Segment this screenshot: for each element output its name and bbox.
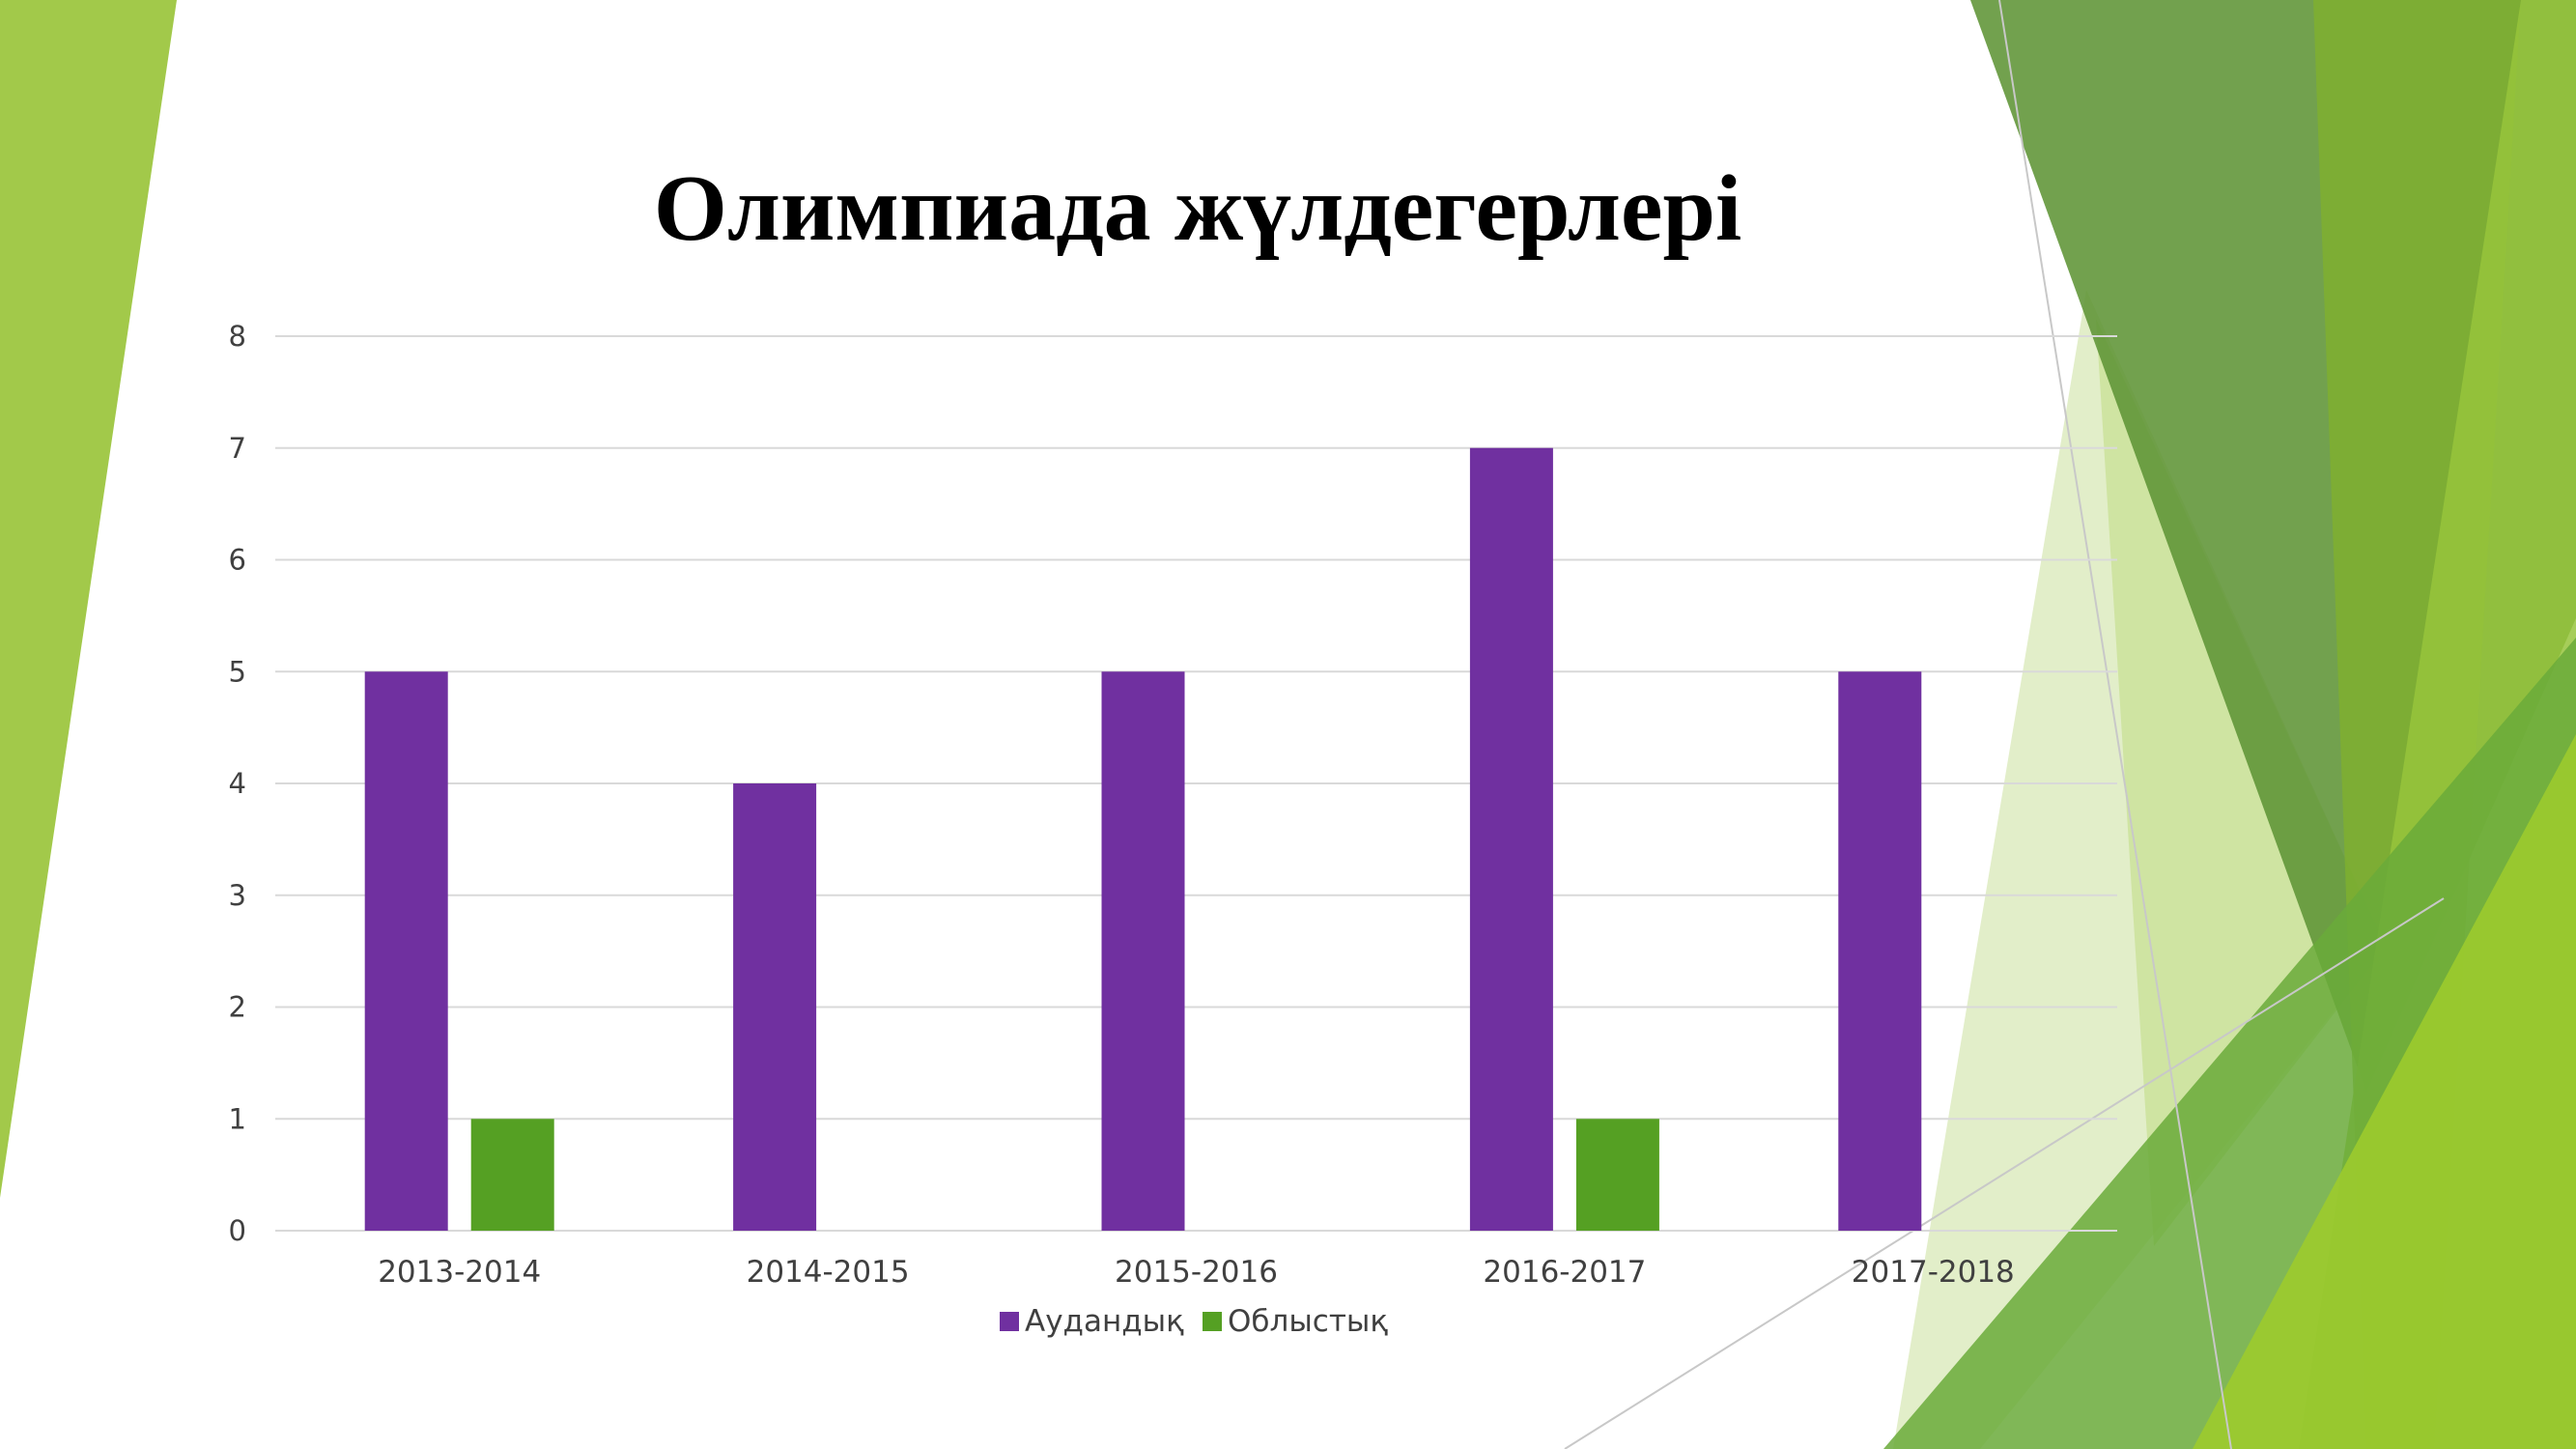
- chart-bars: [364, 447, 1922, 1231]
- bar-series-1-2013-2014: [364, 671, 448, 1231]
- bar-series-1-2016-2017: [1469, 447, 1553, 1231]
- deco-bottom-lime-wedge: [2193, 734, 2576, 1449]
- legend-label-2: Облыстық: [1228, 1304, 1388, 1339]
- y-tick-label: 8: [229, 320, 246, 353]
- x-category-label: 2017-2018: [1852, 1255, 2015, 1290]
- bar-series-1-2017-2018: [1838, 671, 1922, 1231]
- deco-left-strip: [0, 0, 177, 1198]
- deco-thin-line-1: [1998, 0, 2232, 1449]
- legend-label-1: Аудандық: [1025, 1304, 1184, 1339]
- y-tick-label: 2: [229, 991, 246, 1024]
- bar-series-2-2016-2017: [1575, 1119, 1659, 1231]
- x-category-label: 2014-2015: [747, 1255, 910, 1290]
- chart-gridlines: [275, 335, 2117, 1232]
- y-tick-label: 0: [229, 1214, 246, 1247]
- deco-thin-line-2: [1564, 897, 2445, 1449]
- bar-series-2-2013-2014: [470, 1119, 554, 1231]
- legend-swatch-2: [1203, 1312, 1222, 1331]
- y-tick-label: 3: [229, 879, 246, 912]
- y-tick-label: 6: [229, 544, 246, 577]
- y-tick-label: 5: [229, 655, 246, 688]
- y-tick-label: 4: [229, 767, 246, 800]
- x-category-label: 2013-2014: [378, 1255, 541, 1290]
- bar-series-1-2015-2016: [1101, 671, 1185, 1231]
- slide-title: Олимпиада жүлдегерлері: [653, 156, 1742, 261]
- legend-swatch-1: [1000, 1312, 1019, 1331]
- x-category-label: 2016-2017: [1483, 1255, 1646, 1290]
- bar-series-1-2014-2015: [733, 783, 817, 1231]
- x-axis-category-labels: 2013-2014 2014-2015 2015-2016 2016-2017 2017…: [378, 1255, 2015, 1290]
- x-category-label: 2015-2016: [1115, 1255, 1278, 1290]
- chart-legend: Аудандық Облыстық: [1000, 1304, 1388, 1339]
- y-tick-label: 7: [229, 432, 246, 465]
- y-axis-tick-labels: 0 1 2 3 4 5 6 7 8: [229, 320, 246, 1247]
- y-tick-label: 1: [229, 1102, 246, 1135]
